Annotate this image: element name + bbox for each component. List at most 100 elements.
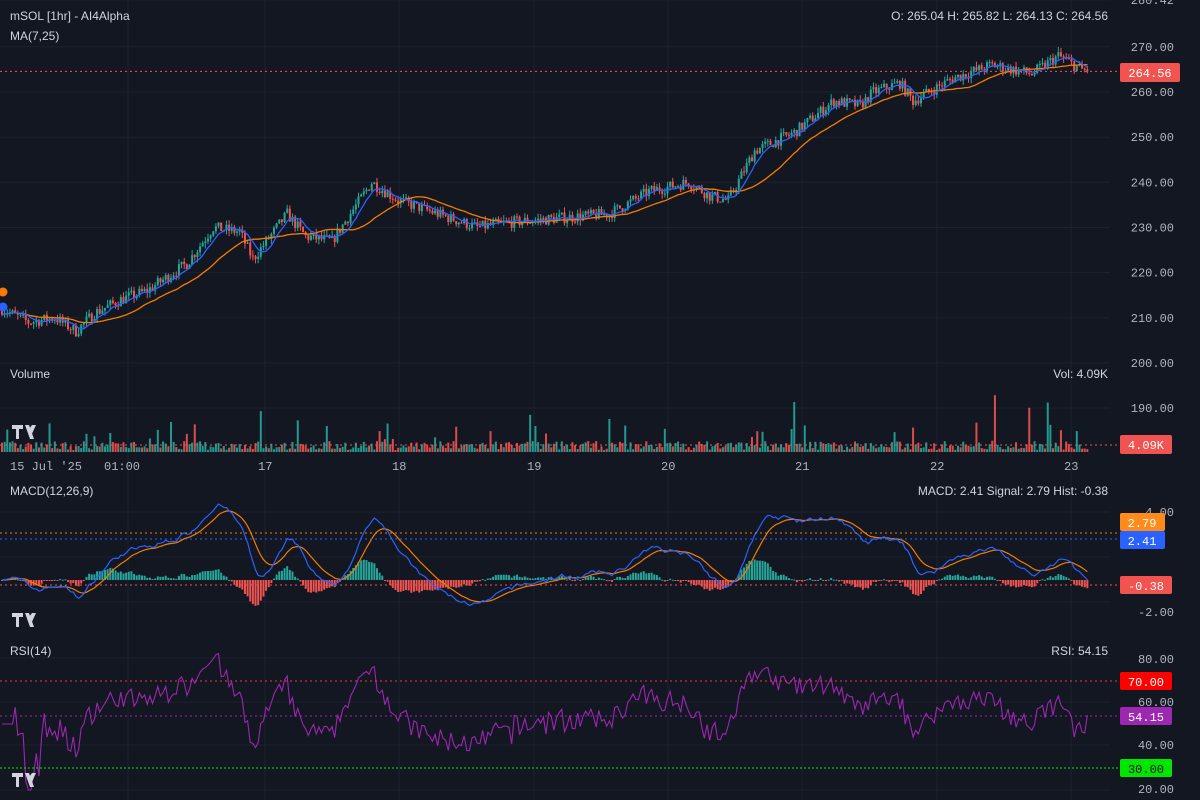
volume-bars-layer: [0, 395, 1089, 452]
macd-hist-bar: [288, 569, 291, 580]
volume-bar: [806, 449, 809, 452]
time-tick-label: 17: [258, 460, 272, 474]
volume-bar: [700, 443, 703, 452]
time-axis[interactable]: 15 Jul '25 01:00 17 18 19 20 21 22 23: [10, 460, 1078, 474]
volume-bar: [307, 448, 310, 452]
volume-pane[interactable]: [0, 395, 1089, 452]
candle-body: [893, 82, 896, 84]
macd-hist-bar: [111, 568, 114, 580]
candle-body: [439, 209, 442, 217]
candle-body: [951, 79, 954, 83]
volume-bar: [703, 444, 706, 452]
price-axis[interactable]: 190.00 200.00 210.00 220.00 230.00 240.00 250.…: [1131, 0, 1174, 797]
candle-body: [1086, 69, 1089, 72]
macd-hist-bar: [486, 578, 489, 580]
candle-body: [177, 264, 180, 276]
volume-bar: [743, 449, 746, 452]
volume-bar: [692, 447, 695, 452]
macd-hist-bar: [941, 578, 944, 580]
volume-bar: [1015, 442, 1018, 452]
volume-bar: [761, 431, 764, 452]
volume-bar: [674, 443, 677, 452]
macd-hist-bar: [373, 563, 376, 580]
volume-bar: [127, 448, 130, 452]
candle-body: [193, 255, 196, 258]
volume-bar: [618, 441, 621, 452]
candle-body: [919, 98, 922, 104]
volume-bar: [228, 447, 231, 452]
candle-body: [566, 220, 569, 224]
volume-bar: [389, 444, 392, 452]
rsi-pane[interactable]: [2, 652, 1088, 791]
volume-bar: [418, 449, 421, 452]
volume-bar: [67, 449, 70, 452]
price-pane[interactable]: [0, 46, 1089, 338]
candle-body: [584, 211, 587, 215]
volume-bar: [339, 448, 342, 452]
volume-bar: [508, 442, 511, 452]
volume-bar: [185, 433, 188, 452]
macd-hist-bar: [455, 580, 458, 588]
candle-body: [814, 118, 817, 122]
volume-bar: [346, 449, 349, 452]
macd-hist-bar: [61, 579, 64, 581]
macd-hist-bar: [1075, 580, 1078, 586]
volume-bar: [846, 446, 849, 452]
volume-bar: [19, 445, 22, 452]
macd-pane[interactable]: [0, 503, 1089, 607]
macd-hist-bar: [983, 578, 986, 580]
macd-hist-bar: [893, 580, 896, 581]
candle-body: [603, 213, 606, 215]
candle-body: [101, 310, 104, 314]
candle-body: [35, 320, 38, 323]
candle-body: [262, 245, 265, 248]
volume-bar: [552, 443, 555, 452]
macd-hist-bar: [130, 571, 133, 580]
macd-hist-bar: [146, 577, 149, 580]
candle-body: [125, 295, 128, 304]
candle-body: [428, 209, 431, 211]
macd-hist-bar: [209, 570, 212, 580]
candle-body: [743, 171, 746, 173]
macd-hist-bar: [558, 576, 561, 580]
volume-bar: [795, 443, 798, 452]
macd-hist-bar: [463, 580, 466, 585]
volume-bar: [415, 442, 418, 452]
volume-bar: [254, 443, 257, 452]
macd-hist-bar: [365, 560, 368, 580]
volume-bar: [941, 444, 944, 452]
candle-body: [315, 233, 318, 240]
volume-bar: [53, 441, 56, 452]
volume-bar: [217, 442, 220, 452]
macd-hist-bar: [212, 570, 215, 580]
candle-body: [93, 319, 96, 322]
macd-hist-bar: [560, 575, 563, 580]
volume-bar: [1083, 448, 1086, 452]
volume-bar: [500, 443, 503, 452]
candle-body: [661, 191, 664, 194]
macd-hist-bar: [526, 577, 529, 580]
macd-histogram-layer: [0, 559, 1089, 606]
volume-bar: [684, 449, 687, 452]
macd-hist-bar: [452, 580, 455, 588]
macd-hist-bar: [595, 579, 598, 581]
candle-body: [1012, 66, 1015, 74]
volume-bar: [212, 447, 215, 452]
candle-body: [669, 181, 672, 187]
macd-hist-bar: [677, 580, 680, 581]
candle-body: [286, 208, 289, 213]
macd-hist-bar: [1001, 580, 1004, 584]
volume-bar: [325, 426, 328, 452]
volume-bar: [721, 447, 724, 452]
volume-label: Volume: [10, 367, 50, 381]
volume-bar: [539, 448, 542, 452]
candle-body: [354, 204, 357, 210]
candle-body: [444, 214, 447, 216]
candle-body: [708, 192, 711, 201]
volume-bar: [708, 449, 711, 452]
candle-body: [600, 208, 603, 215]
macd-hist-bar: [653, 574, 656, 580]
candle-body: [758, 147, 761, 154]
macd-hist-bar: [1012, 580, 1015, 586]
